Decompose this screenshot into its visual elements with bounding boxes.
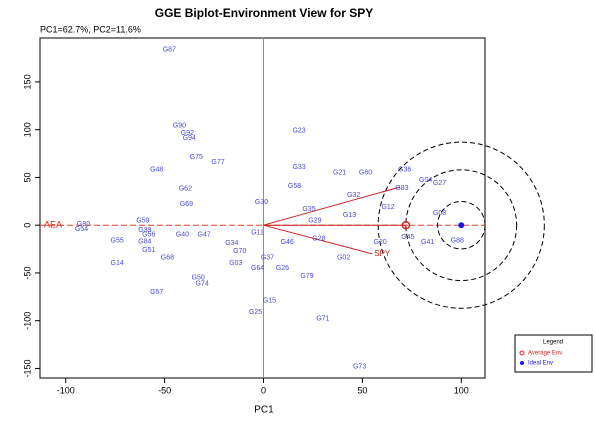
genotype-label: G35: [302, 206, 315, 213]
genotype-label: G50: [192, 275, 205, 282]
genotype-label: G83: [395, 185, 408, 192]
genotype-label: G62: [179, 186, 192, 193]
legend-label: Average Env: [528, 351, 562, 357]
genotype-label: G13: [343, 212, 356, 219]
environment-label: SPY: [374, 249, 391, 258]
genotype-label: G70: [233, 248, 246, 255]
x-tick-label: 100: [454, 385, 469, 395]
genotype-label: G54: [75, 226, 88, 233]
genotype-label: G58: [288, 183, 301, 190]
genotype-label: G94: [183, 135, 196, 142]
environment-vector: [263, 186, 401, 226]
genotype-label: G34: [225, 240, 238, 247]
legend-marker: [519, 350, 525, 356]
genotype-label: G32: [347, 192, 360, 199]
genotype-label: G15: [263, 297, 276, 304]
genotype-label: G69: [180, 201, 193, 208]
genotype-label: G87: [163, 46, 176, 53]
y-tick-label: -100: [22, 312, 32, 330]
ideal-env-marker: [458, 222, 465, 229]
genotype-label: G03: [229, 260, 242, 267]
aea-label: AEA: [44, 220, 62, 230]
genotype-label: G74: [196, 280, 209, 287]
genotype-label: G90: [173, 123, 186, 130]
genotype-label: G55: [111, 237, 124, 244]
x-axis-label: PC1: [254, 405, 274, 416]
genotype-label: G88: [451, 237, 464, 244]
genotype-label: G45: [401, 234, 414, 241]
y-tick-label: 100: [22, 122, 32, 137]
concentric-circle: [437, 200, 486, 250]
genotype-label: G12: [381, 204, 394, 211]
genotype-label: G04: [419, 177, 432, 184]
average-env-marker: [401, 220, 411, 230]
genotype-label: G84: [138, 238, 151, 245]
environment-vector: [263, 224, 373, 255]
genotype-label: G25: [249, 309, 262, 316]
legend-title: Legend: [543, 340, 563, 346]
genotype-label: G27: [433, 180, 446, 187]
genotype-label: G30: [255, 199, 268, 206]
x-tick-label: -50: [158, 385, 171, 395]
genotype-label: G57: [150, 289, 163, 296]
genotype-label: G40: [176, 232, 189, 239]
genotype-label: G64: [251, 265, 264, 272]
x-tick-label: 0: [261, 385, 266, 395]
genotype-label: G33: [292, 164, 305, 171]
genotype-label: G46: [281, 239, 294, 246]
genotype-label: G23: [292, 127, 305, 134]
genotype-label: G41: [421, 239, 434, 246]
genotype-label: G20: [374, 239, 387, 246]
plot-frame: [39, 37, 486, 379]
y-tick-label: 50: [22, 172, 32, 182]
genotype-label: G60: [359, 170, 372, 177]
concentric-circle: [405, 169, 518, 282]
chart-subtitle: PC1=62.7%, PC2=11.6%: [40, 24, 141, 34]
genotype-label: G36: [398, 167, 411, 174]
legend-box: [514, 334, 593, 373]
genotype-label: G26: [276, 265, 289, 272]
x-tick-label: 50: [357, 385, 367, 395]
genotype-label: G02: [337, 255, 350, 262]
genotype-label: G75: [190, 154, 203, 161]
chart-title: GGE Biplot-Environment View for SPY: [155, 6, 373, 20]
genotype-label: G39: [138, 227, 151, 234]
y-tick-label: 0: [22, 223, 32, 228]
genotype-label: G28: [312, 235, 325, 242]
genotype-label: G56: [142, 232, 155, 239]
y-tick-label: -150: [22, 359, 32, 377]
genotype-label: G80: [77, 221, 90, 228]
genotype-label: G73: [353, 363, 366, 370]
genotype-label: G59: [136, 217, 149, 224]
x-tick-label: -100: [57, 385, 75, 395]
genotype-label: G71: [316, 316, 329, 323]
genotype-label: G92: [181, 130, 194, 137]
genotype-label: G29: [308, 217, 321, 224]
genotype-label: G47: [198, 232, 211, 239]
genotype-label: G11: [251, 230, 264, 237]
genotype-label: G21: [333, 170, 346, 177]
y-tick-label: 150: [22, 74, 32, 89]
genotype-label: G77: [211, 159, 224, 166]
legend-marker: [520, 361, 524, 365]
genotype-label: G08: [433, 210, 446, 217]
genotype-label: G48: [150, 167, 163, 174]
y-tick-label: -50: [22, 266, 32, 279]
genotype-label: G14: [111, 260, 124, 267]
genotype-label: G68: [161, 255, 174, 262]
legend-label: Ideal Env: [528, 361, 553, 367]
genotype-label: G51: [142, 247, 155, 254]
genotype-label: G79: [300, 273, 313, 280]
genotype-label: G37: [261, 255, 274, 262]
